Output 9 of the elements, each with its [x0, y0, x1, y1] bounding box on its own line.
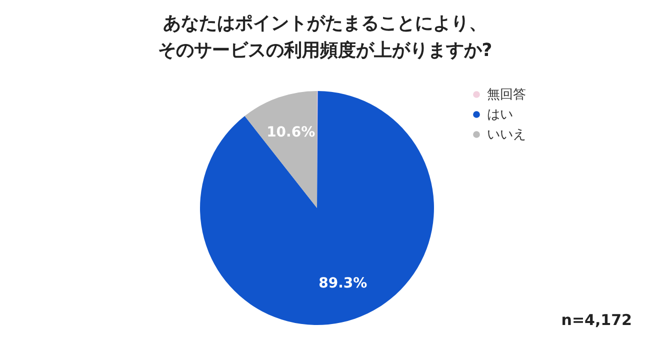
- pie-slice: [244, 91, 317, 208]
- chart-title: あなたはポイントがたまることにより、そのサービスの利用頻度が上がりますか?: [156, 12, 494, 63]
- data-label: 89.3%: [318, 276, 368, 292]
- data-label: 10.6%: [266, 124, 316, 140]
- legend-label: はい: [487, 108, 513, 122]
- legend-label: 無回答: [487, 88, 526, 102]
- pie-slice: [200, 91, 434, 325]
- legend-label: いいえ: [487, 128, 526, 142]
- text: n=4,172: [561, 311, 632, 329]
